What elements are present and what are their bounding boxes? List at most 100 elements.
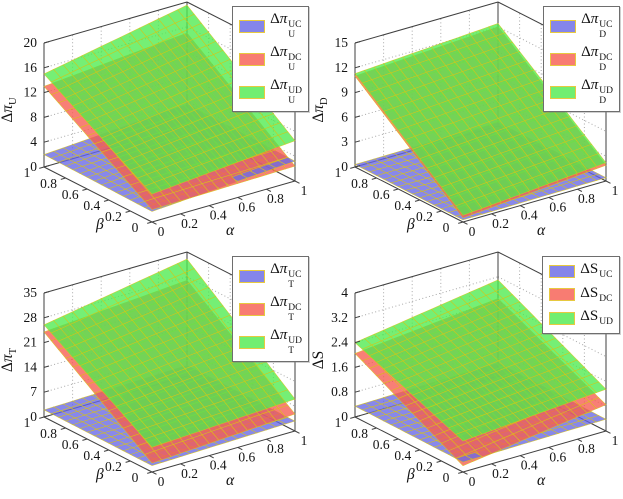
plot-delta-pi-D: 0 3 6 9 12 15 0 0.2 0.4 0.6 0.8 1 1 0.8 0.6 0.4 0.2 0 ΔπD…	[310, 0, 622, 250]
y-axis-label: β	[407, 216, 415, 233]
svg-text:1: 1	[301, 433, 308, 448]
legend: Δπ UC D Δπ DC D Δπ UD D	[543, 6, 620, 112]
svg-text:0.8: 0.8	[267, 191, 284, 206]
legend-item: ΔS UC	[549, 262, 613, 281]
legend-symbol: Δ	[581, 11, 591, 27]
svg-text:0: 0	[158, 224, 165, 239]
z-label-symbol: Δ	[310, 359, 327, 370]
svg-text:1: 1	[612, 433, 619, 448]
legend-item: Δπ UC T	[239, 262, 302, 290]
legend-swatch	[239, 52, 266, 66]
z-axis-label: ΔπT	[0, 325, 19, 395]
legend-item: Δπ UD T	[239, 328, 302, 356]
legend-label: Δπ DC D	[581, 45, 612, 73]
legend-superscript: UC	[288, 20, 302, 30]
svg-text:0: 0	[469, 474, 476, 489]
legend-supsub: DC	[599, 294, 612, 305]
legend-superscript: UD	[288, 336, 302, 346]
svg-text:0.2: 0.2	[105, 209, 122, 224]
svg-text:0.6: 0.6	[62, 187, 79, 202]
svg-text:0.2: 0.2	[181, 466, 198, 481]
legend-variable: π	[279, 294, 288, 310]
svg-text:0.8: 0.8	[351, 176, 368, 191]
svg-text:16: 16	[24, 60, 38, 75]
legend-subscript: T	[288, 345, 295, 356]
legend-swatch	[239, 335, 266, 349]
legend-subscript: D	[599, 95, 607, 106]
svg-text:0.8: 0.8	[40, 176, 57, 191]
svg-text:1: 1	[24, 415, 31, 430]
svg-text:0: 0	[30, 409, 37, 424]
legend-symbol: Δ	[580, 261, 590, 277]
legend-swatch	[239, 269, 266, 283]
legend-item: Δπ UD D	[550, 78, 613, 106]
x-axis-label: α	[537, 222, 546, 239]
legend-variable: S	[589, 308, 599, 324]
legend-supsub: UC	[599, 270, 612, 281]
legend: Δπ UC T Δπ DC T Δπ UD T	[232, 256, 309, 362]
legend-variable: S	[589, 261, 599, 277]
legend-subscript: U	[288, 29, 296, 40]
svg-text:0.6: 0.6	[373, 437, 390, 452]
legend-supsub: DC D	[599, 53, 613, 73]
legend-swatch	[239, 19, 266, 33]
legend-symbol: Δ	[270, 294, 280, 310]
legend-symbol: Δ	[580, 284, 590, 301]
legend-supsub: DC U	[288, 53, 301, 73]
legend-variable: π	[279, 11, 288, 27]
svg-text:0.8: 0.8	[578, 191, 595, 206]
svg-text:0.2: 0.2	[492, 216, 509, 231]
legend-variable: π	[279, 44, 288, 60]
z-axis-label: ΔS	[310, 325, 330, 395]
z-label-variable: π	[310, 104, 327, 113]
svg-text:0.2: 0.2	[416, 209, 433, 224]
legend-variable: π	[279, 77, 288, 93]
legend-superscript: UD	[288, 86, 302, 96]
plot-delta-pi-T: 0 7 14 21 28 35 0 0.2 0.4 0.6 0.8 1 1 0.8 0.6 0.4 0.2 0 Δ…	[0, 250, 311, 499]
svg-text:12: 12	[24, 85, 38, 100]
legend-subscript: D	[599, 29, 607, 40]
legend-variable: π	[590, 11, 599, 27]
legend-swatch	[550, 52, 577, 66]
legend-variable: π	[279, 261, 288, 277]
legend-swatch	[549, 288, 576, 302]
svg-text:0: 0	[30, 159, 37, 174]
svg-text:1: 1	[335, 415, 342, 430]
svg-text:4: 4	[30, 134, 37, 149]
x-axis-label: α	[226, 472, 235, 489]
z-label-variable: π	[0, 354, 16, 363]
legend-label: ΔS UD	[580, 309, 613, 328]
svg-text:6: 6	[341, 109, 348, 124]
svg-text:0.6: 0.6	[549, 199, 566, 214]
plot-canvas-delta-pi-D: 0 3 6 9 12 15 0 0.2 0.4 0.6 0.8 1 1 0.8 0.6 0.4 0.2 0	[335, 1, 618, 239]
svg-text:1: 1	[301, 183, 308, 198]
y-axis-label: β	[407, 466, 415, 483]
legend-symbol: Δ	[270, 44, 280, 60]
svg-text:0: 0	[132, 220, 139, 235]
legend-subscript: T	[288, 312, 295, 323]
legend-swatch	[239, 302, 266, 316]
legend-label: Δπ DC T	[270, 295, 301, 323]
svg-text:35: 35	[24, 285, 38, 300]
svg-text:0.6: 0.6	[549, 449, 566, 464]
svg-text:12: 12	[335, 60, 349, 75]
svg-text:0.4: 0.4	[394, 448, 411, 463]
legend-item: Δπ DC U	[239, 45, 302, 73]
z-label-symbol: Δ	[0, 362, 16, 373]
svg-text:0.6: 0.6	[238, 449, 255, 464]
z-label-subscript: T	[8, 347, 20, 355]
legend-label: Δπ UC U	[270, 12, 301, 40]
legend-item: Δπ DC D	[550, 45, 613, 73]
svg-text:0: 0	[443, 220, 450, 235]
svg-text:15: 15	[335, 35, 349, 50]
legend-subscript: D	[599, 62, 607, 73]
svg-text:4: 4	[341, 285, 348, 300]
svg-text:0.8: 0.8	[267, 441, 284, 456]
legend-label: ΔS DC	[580, 284, 612, 305]
svg-text:0.6: 0.6	[238, 199, 255, 214]
legend-superscript: DC	[599, 53, 613, 63]
svg-text:1: 1	[335, 165, 342, 180]
legend-superscript: UC	[288, 270, 302, 280]
legend-item: Δπ UC U	[239, 12, 302, 40]
svg-text:0: 0	[469, 224, 476, 239]
